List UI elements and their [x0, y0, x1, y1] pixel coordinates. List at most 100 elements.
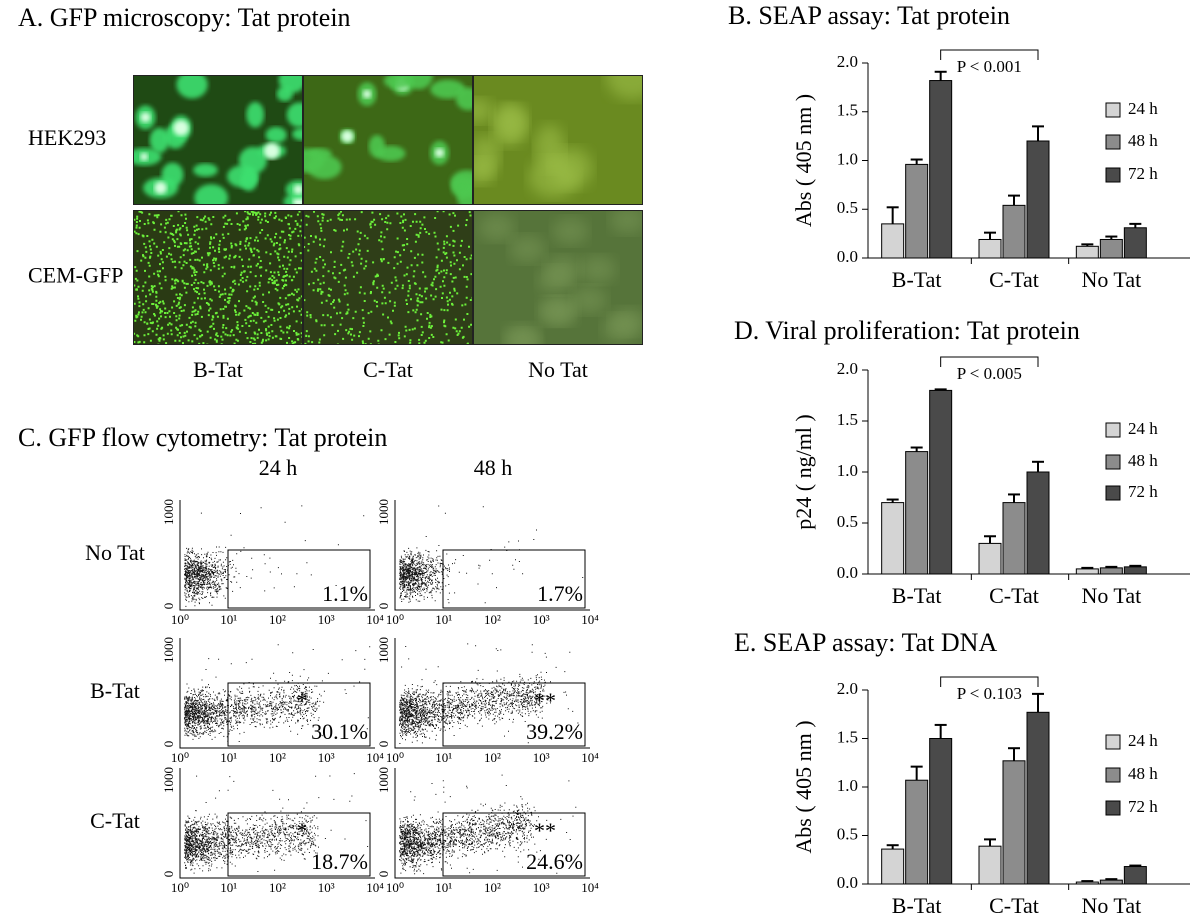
x-tick-label: 10⁰ [386, 612, 404, 627]
gate [227, 812, 371, 877]
events [399, 505, 584, 604]
gate [442, 549, 586, 609]
gate [442, 682, 586, 747]
x-tick-label: B-Tat [892, 893, 942, 918]
y-tick-label: 0 [161, 741, 176, 748]
micrograph-border [303, 75, 473, 205]
significance-mark: ** [534, 688, 556, 713]
panel-c-title: C. GFP flow cytometry: Tat protein [18, 423, 387, 452]
x-tick-label: 10⁰ [171, 880, 189, 895]
cell [571, 286, 608, 315]
x-tick-label: 10⁴ [581, 612, 599, 627]
gate [442, 812, 586, 877]
annotation: P < 0.103 [957, 684, 1022, 703]
bar [905, 451, 929, 575]
legend-label: 48 h [1128, 764, 1158, 783]
bar [978, 238, 1002, 259]
y-tick-label: 1000 [376, 637, 391, 663]
x-tick-label: No Tat [1081, 267, 1141, 292]
cell [579, 255, 616, 284]
cell-bright [154, 181, 167, 195]
legend-label: 72 h [1128, 797, 1158, 816]
x-tick-label: 10¹ [220, 880, 237, 895]
legend-label: 48 h [1128, 451, 1158, 470]
x-tick-label: C-Tat [989, 583, 1039, 608]
bar [1026, 140, 1050, 259]
bar [905, 779, 929, 885]
cell [509, 235, 546, 264]
x-tick-label: 10² [484, 880, 501, 895]
bar [881, 502, 905, 575]
cell [246, 101, 265, 128]
bar [905, 163, 929, 259]
gate-percent: 24.6% [526, 849, 583, 874]
y-tick-label: 2.0 [837, 359, 858, 378]
axis [179, 638, 375, 749]
x-tick-label: B-Tat [892, 267, 942, 292]
bar [881, 223, 905, 259]
column-label: No Tat [528, 357, 588, 382]
x-tick-label: 10³ [318, 612, 335, 627]
micrograph-border [473, 75, 643, 205]
y-tick-label: 0.0 [837, 247, 858, 266]
bar [1075, 245, 1099, 259]
y-tick-label: 1.5 [837, 101, 858, 120]
legend-swatch [1105, 102, 1121, 118]
x-tick-label: 10¹ [435, 612, 452, 627]
speckles [303, 210, 473, 345]
x-tick-label: 10⁰ [171, 750, 189, 765]
chart-title: E. SEAP assay: Tat DNA [734, 628, 997, 657]
legend-label: 24 h [1128, 419, 1158, 438]
significance-bracket [940, 49, 1039, 60]
y-tick-label: 0 [161, 603, 176, 610]
cell-bright [293, 184, 303, 195]
x-tick-label: 10² [269, 612, 286, 627]
x-tick-label: 10² [484, 612, 501, 627]
y-tick-label: 2.0 [837, 52, 858, 71]
legend-swatch [1105, 167, 1121, 183]
cell-bright [140, 152, 149, 161]
micrograph [303, 210, 473, 345]
bar [929, 738, 953, 885]
bar [1002, 204, 1026, 259]
cell [528, 157, 579, 198]
chart-title: B. SEAP assay: Tat protein [728, 1, 1010, 30]
significance-bracket [940, 356, 1039, 367]
column-label: 48 h [474, 455, 513, 480]
micrograph [303, 75, 473, 205]
cell [286, 102, 303, 128]
micrograph-border [473, 210, 643, 345]
x-tick-label: 10⁴ [366, 880, 384, 895]
bar [1099, 567, 1123, 575]
x-tick-label: 10⁴ [366, 750, 384, 765]
cell [610, 307, 643, 336]
axis [179, 768, 375, 879]
legend-swatch [1105, 134, 1121, 150]
y-tick-label: 0.5 [837, 512, 858, 531]
x-tick-label: 10⁰ [386, 750, 404, 765]
cell [193, 163, 218, 177]
legend-swatch [1105, 767, 1121, 783]
y-axis-label: p24 ( ng/ml ) [791, 414, 816, 530]
y-tick-label: 1.5 [837, 410, 858, 429]
gate-percent: 18.7% [311, 849, 368, 874]
x-tick-label: 10³ [533, 612, 550, 627]
x-tick-label: 10⁰ [171, 612, 189, 627]
x-tick-label: C-Tat [989, 267, 1039, 292]
significance-mark: * [297, 688, 308, 713]
cell [307, 155, 342, 180]
y-tick-label: 1000 [161, 637, 176, 663]
panel-a-title: A. GFP microscopy: Tat protein [18, 3, 351, 32]
cell [455, 87, 473, 111]
legend-swatch [1105, 485, 1121, 501]
y-tick-label: 1.0 [837, 461, 858, 480]
bar [978, 542, 1002, 575]
gate-percent: 1.7% [537, 581, 583, 606]
y-tick-label: 0 [376, 741, 391, 748]
y-tick-label: 0.5 [837, 824, 858, 843]
x-tick-label: 10⁴ [581, 880, 599, 895]
legend-label: 24 h [1128, 99, 1158, 118]
y-tick-label: 0.0 [837, 873, 858, 892]
cell-bright [341, 130, 354, 143]
